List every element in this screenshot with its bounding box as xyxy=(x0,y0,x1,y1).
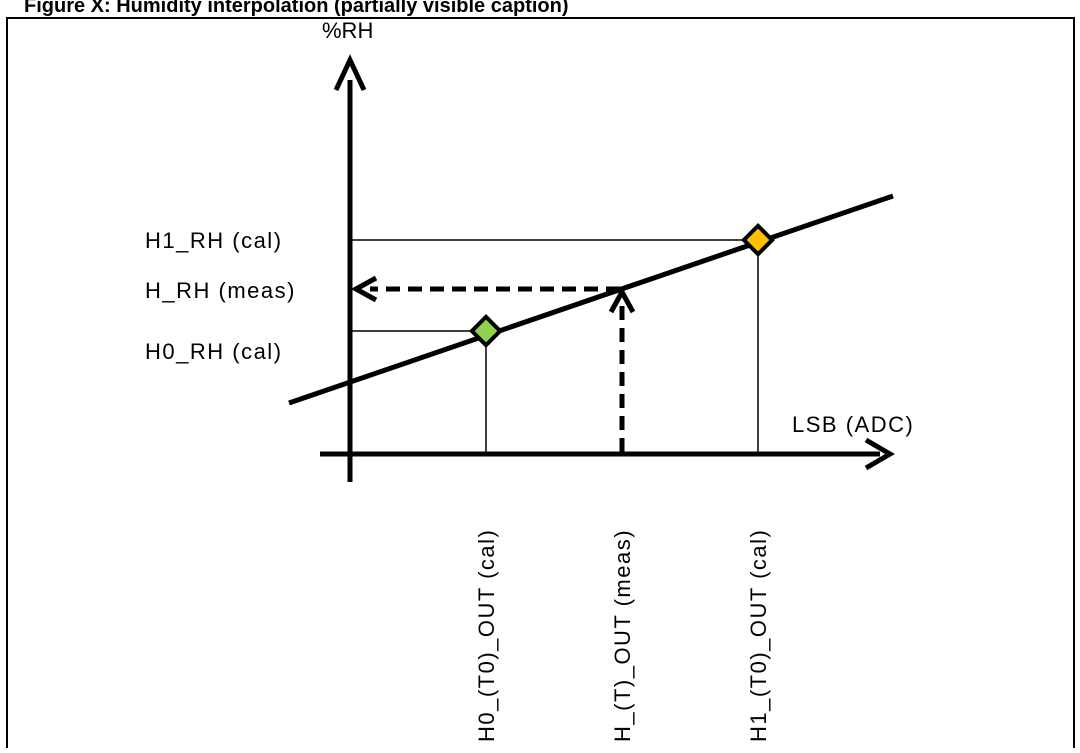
calibration-point-h0-marker xyxy=(469,314,503,348)
y-axis-arrowhead xyxy=(333,54,367,92)
figure-caption: Figure X: Humidity interpolation (partia… xyxy=(24,0,569,17)
measured-output-arrowhead xyxy=(608,286,636,314)
y-level-label-h0: H0_RH (cal) xyxy=(145,339,283,364)
figure-frame xyxy=(6,17,1075,751)
x-point-label-h0: H0_(T0)_OUT (cal) xyxy=(474,529,499,742)
calibration-point-h1-marker xyxy=(741,223,775,257)
y-axis-label: %RH xyxy=(322,18,373,43)
y-level-label-h: H_RH (meas) xyxy=(145,278,296,303)
x-axis-label: LSB (ADC) xyxy=(792,412,914,437)
calibration-line xyxy=(288,193,894,406)
measured-rh-arrowhead xyxy=(350,275,378,303)
x-axis-arrowhead xyxy=(864,437,895,471)
x-point-label-h1: H1_(T0)_OUT (cal) xyxy=(746,529,771,742)
x-point-label-h: H_(T)_OUT (meas) xyxy=(610,529,635,742)
y-level-label-h1: H1_RH (cal) xyxy=(145,228,283,253)
